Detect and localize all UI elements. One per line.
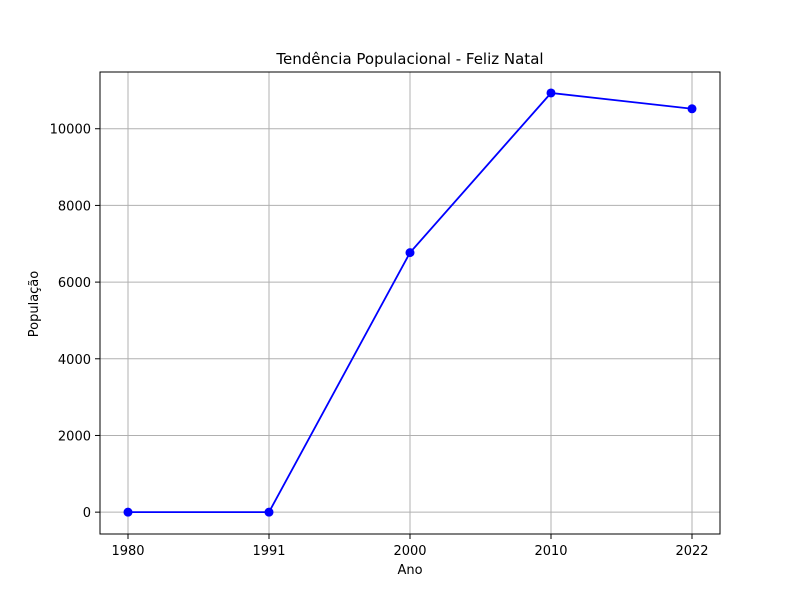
chart-title: Tendência Populacional - Feliz Natal: [275, 50, 543, 68]
x-tick-label: 1991: [252, 544, 285, 559]
y-tick-label: 0: [83, 506, 91, 521]
data-point: [264, 507, 274, 517]
data-point: [405, 248, 415, 258]
x-tick-label: 2022: [675, 544, 708, 559]
y-tick-label: 8000: [58, 199, 91, 214]
data-point: [687, 104, 697, 114]
y-tick-label: 2000: [58, 429, 91, 444]
y-tick-label: 4000: [58, 353, 91, 368]
ticks-layer: 1980 1991 2000 2010 2022 0 2000 4000 6000 8000 100…: [50, 123, 709, 559]
data-point: [546, 88, 556, 98]
x-tick-label: 2000: [393, 544, 426, 559]
data-point: [123, 507, 133, 517]
x-tick-label: 2010: [534, 544, 567, 559]
y-tick-label: 10000: [50, 123, 91, 138]
y-tick-label: 6000: [58, 276, 91, 291]
y-axis-label: População: [27, 271, 42, 338]
x-axis-label: Ano: [397, 563, 422, 578]
series-layer: [123, 88, 697, 517]
x-tick-label: 1980: [111, 544, 144, 559]
